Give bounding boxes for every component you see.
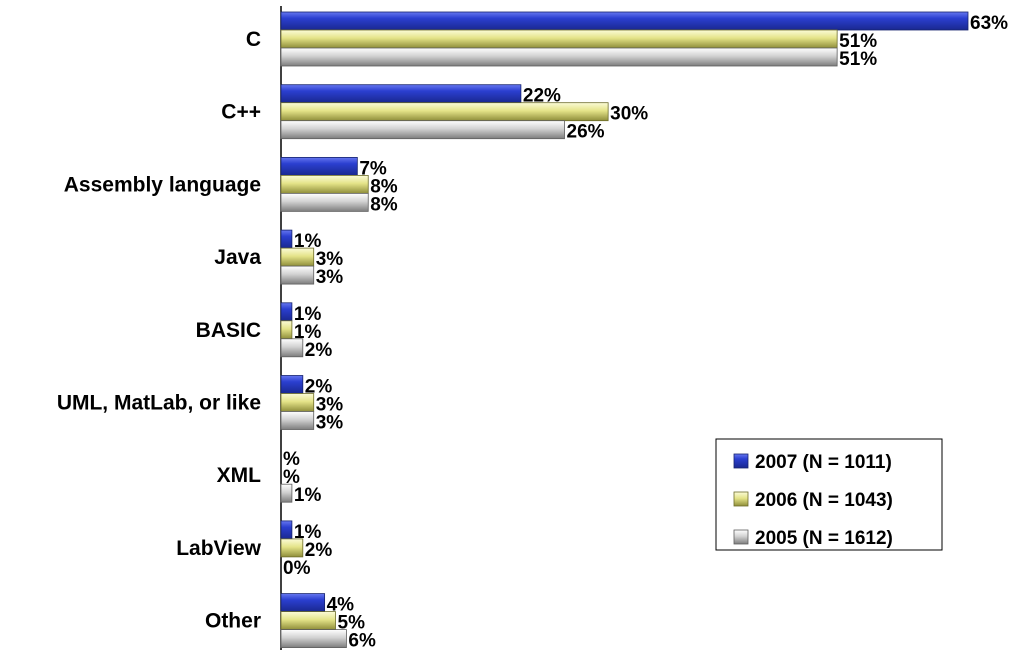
bar: [281, 121, 565, 139]
data-label: 1%: [294, 485, 322, 506]
legend-swatch: [734, 492, 748, 506]
data-label: 26%: [567, 122, 605, 143]
bar: [281, 12, 968, 30]
data-label: 51%: [839, 49, 877, 70]
category-label: Assembly language: [64, 173, 261, 196]
category-label: Java: [214, 246, 261, 269]
bar: [281, 594, 325, 612]
category-label: UML, MatLab, or like: [57, 392, 261, 415]
data-label: 0%: [283, 558, 311, 579]
category-label: Other: [205, 610, 261, 633]
bar: [281, 266, 314, 284]
data-label: 22%: [523, 86, 561, 107]
data-label: 3%: [316, 413, 344, 434]
legend: 2007 (N = 1011) 2006 (N = 1043) 2005 (N = …: [716, 439, 942, 550]
bar: [281, 230, 292, 248]
bar: [281, 85, 521, 103]
bar: [281, 303, 292, 321]
legend-label: 2007 (N = 1011): [755, 452, 892, 473]
legend-swatch: [734, 530, 748, 544]
bar: [281, 376, 303, 394]
data-label: 2%: [305, 340, 333, 361]
legend-swatch: [734, 454, 748, 468]
category-label: C: [246, 28, 261, 51]
data-label: 63%: [970, 13, 1008, 34]
bar: [281, 157, 357, 175]
category-label: C++: [221, 101, 261, 124]
bar: [281, 48, 837, 66]
category-labels: C C++ Assembly language Java BASIC UML, MatLa…: [57, 28, 262, 633]
category-label: LabView: [176, 537, 261, 560]
data-label: 6%: [348, 631, 376, 652]
category-label: XML: [217, 464, 262, 487]
category-label: BASIC: [196, 319, 261, 342]
bar: [281, 30, 837, 48]
bar: [281, 321, 292, 339]
bar: [281, 412, 314, 430]
legend-label: 2005 (N = 1612): [755, 528, 893, 549]
data-label: 3%: [316, 267, 344, 288]
data-label: 30%: [610, 104, 648, 125]
legend-label: 2006 (N = 1043): [755, 490, 893, 511]
bar: [281, 193, 368, 211]
bar: [281, 175, 368, 193]
bar: [281, 521, 292, 539]
data-label: 8%: [370, 194, 398, 215]
